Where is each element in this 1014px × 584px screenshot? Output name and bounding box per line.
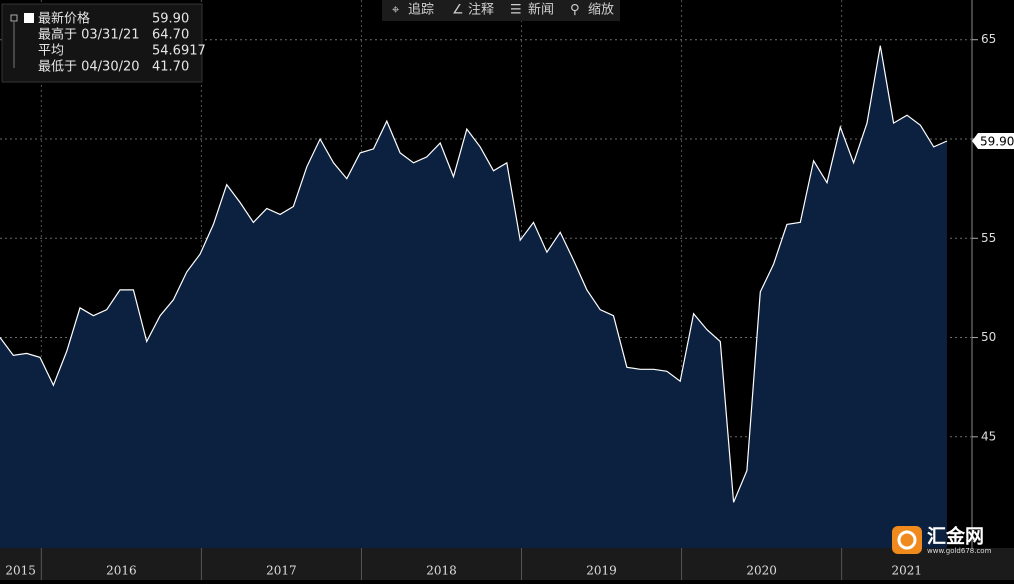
watermark-logo (892, 526, 922, 554)
line (0, 45, 948, 503)
legend-label: 最新价格 (38, 11, 90, 27)
last-value-label: 59.90 (980, 134, 1014, 148)
toolbar-icon: ⚲ (570, 3, 580, 18)
watermark-logo-mark (897, 530, 917, 550)
legend-value: 64.70 (152, 28, 189, 43)
x-tick-label: 2021 (892, 564, 923, 578)
toolbar-button[interactable]: 新闻 (528, 2, 554, 18)
x-tick-label: 2017 (266, 564, 297, 578)
toolbar-icon: ☰ (510, 3, 522, 18)
toolbar-icon: ⌖ (392, 3, 400, 18)
x-axis-bar (0, 548, 1014, 580)
legend-label: 平均 (38, 44, 64, 59)
toolbar (382, 0, 620, 21)
legend-label: 最高于 03/31/21 (38, 27, 140, 43)
y-tick-label: 45 (981, 429, 996, 443)
y-tick-label: 65 (981, 32, 996, 46)
area (0, 45, 947, 548)
legend-swatch (24, 13, 34, 23)
x-tick-label: 2019 (586, 564, 617, 578)
watermark-url: www.gold678.com (927, 547, 992, 555)
legend-icon (10, 14, 18, 22)
x-tick-label: 2015 (5, 564, 36, 578)
toolbar-button[interactable]: 追踪 (408, 2, 434, 18)
legend-value: 41.70 (152, 60, 189, 75)
legend-value: 54.6917 (152, 44, 206, 59)
y-tick-label: 55 (981, 231, 996, 245)
toolbar-icon: ∠ (452, 3, 464, 18)
toolbar-button[interactable]: 缩放 (588, 2, 614, 18)
x-tick-label: 2020 (746, 564, 777, 578)
watermark: 汇金网 (927, 525, 984, 548)
toolbar-button[interactable]: 注释 (468, 3, 494, 18)
x-tick-label: 2016 (106, 564, 137, 578)
y-tick-label: 50 (981, 330, 996, 344)
x-tick-label: 2018 (426, 564, 457, 578)
last-value-tag (972, 132, 1014, 149)
legend-label: 最低于 04/30/20 (38, 60, 140, 75)
legend-value: 59.90 (152, 12, 189, 27)
legend-box (1, 3, 203, 83)
